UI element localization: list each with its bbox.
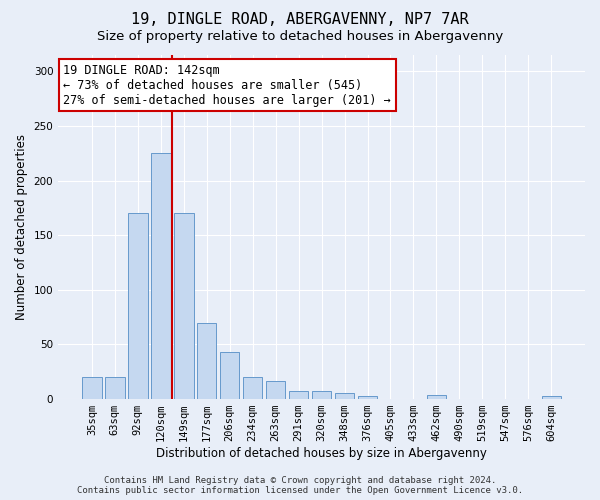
Bar [243, 377, 262, 399]
Bar [151, 154, 170, 399]
Bar [427, 394, 446, 399]
Bar [128, 214, 148, 399]
X-axis label: Distribution of detached houses by size in Abergavenny: Distribution of detached houses by size … [156, 447, 487, 460]
Bar [358, 396, 377, 399]
Bar [220, 352, 239, 399]
Bar [289, 392, 308, 399]
Bar [197, 322, 217, 399]
Bar [335, 392, 355, 399]
Y-axis label: Number of detached properties: Number of detached properties [15, 134, 28, 320]
Bar [105, 377, 125, 399]
Bar [312, 392, 331, 399]
Bar [542, 396, 561, 399]
Text: Contains HM Land Registry data © Crown copyright and database right 2024.
Contai: Contains HM Land Registry data © Crown c… [77, 476, 523, 495]
Bar [266, 380, 286, 399]
Text: 19, DINGLE ROAD, ABERGAVENNY, NP7 7AR: 19, DINGLE ROAD, ABERGAVENNY, NP7 7AR [131, 12, 469, 28]
Bar [82, 377, 101, 399]
Bar [174, 214, 194, 399]
Text: 19 DINGLE ROAD: 142sqm
← 73% of detached houses are smaller (545)
27% of semi-de: 19 DINGLE ROAD: 142sqm ← 73% of detached… [64, 64, 391, 106]
Text: Size of property relative to detached houses in Abergavenny: Size of property relative to detached ho… [97, 30, 503, 43]
